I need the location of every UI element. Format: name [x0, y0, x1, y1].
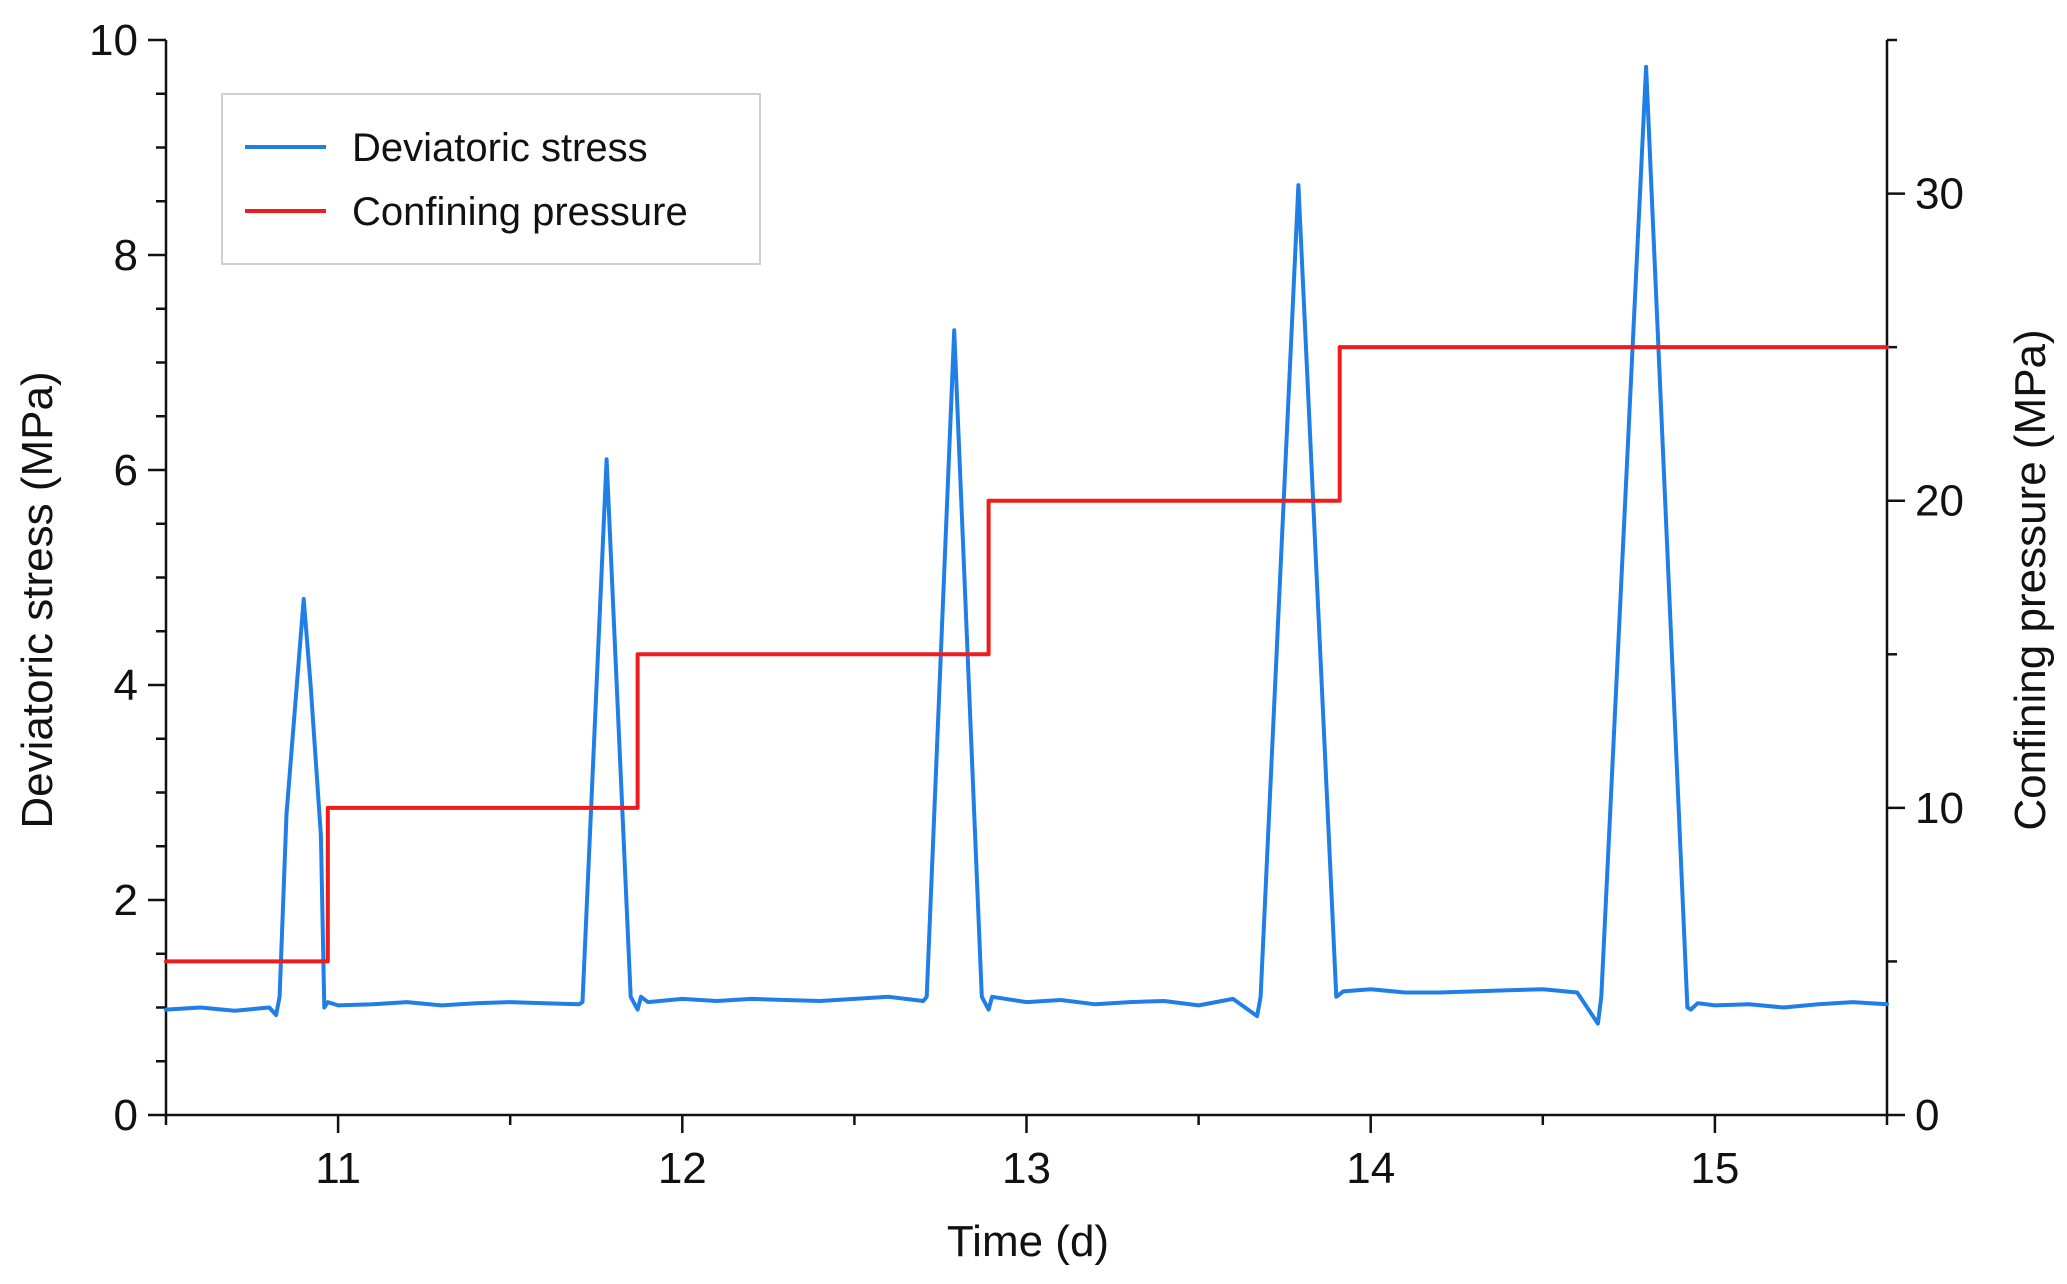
y-tick-label: 0	[114, 1091, 138, 1140]
y-tick-label: 10	[89, 16, 138, 65]
legend: Deviatoric stress Confining pressure	[221, 93, 761, 265]
legend-label-confining-pressure: Confining pressure	[352, 190, 688, 234]
x-tick-label: 12	[658, 1144, 707, 1193]
y-tick-label: 6	[114, 446, 138, 495]
y2-tick-label: 20	[1915, 477, 1964, 526]
x-tick-label: 13	[1002, 1144, 1051, 1193]
y2-tick-label: 30	[1915, 170, 1964, 219]
y2-tick-label: 10	[1915, 784, 1964, 833]
series-layer	[164, 64, 1889, 1026]
series-line-confining-pressure	[164, 345, 1889, 964]
y-tick-label: 2	[114, 876, 138, 925]
x-tick-label: 14	[1346, 1144, 1395, 1193]
legend-box	[221, 93, 761, 265]
y2-tick-label: 0	[1915, 1091, 1939, 1140]
x-axis-title: Time (d)	[947, 1217, 1109, 1266]
y-tick-label: 4	[114, 661, 138, 710]
y-tick-label: 8	[114, 231, 138, 280]
x-tick-label: 11	[315, 1144, 361, 1193]
series-line-deviatoric-stress	[164, 64, 1889, 1026]
y2-axis-title: Confining pressure (MPa)	[2006, 329, 2055, 830]
x-tick-label: 15	[1690, 1144, 1739, 1193]
axes-frame: 0 2 4 6 8 10 0 10 20 30 11 12 13 14 15	[89, 16, 1964, 1193]
y-axis-title: Deviatoric stress (MPa)	[13, 371, 62, 828]
legend-label-deviatoric-stress: Deviatoric stress	[352, 126, 648, 170]
